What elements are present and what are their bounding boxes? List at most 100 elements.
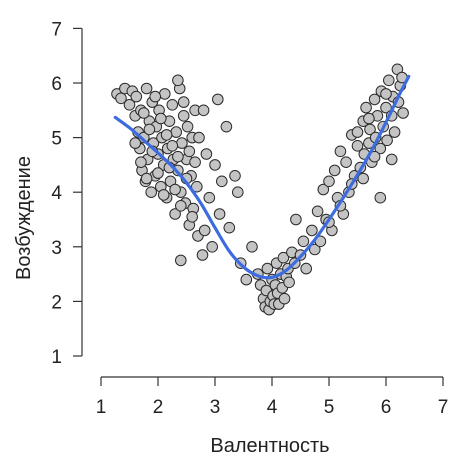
data-point: [175, 254, 187, 267]
data-point: [351, 126, 364, 138]
data-point: [166, 99, 179, 111]
y-tick-label: 3: [51, 238, 62, 259]
data-point: [149, 90, 161, 103]
data-point: [213, 208, 226, 220]
data-point: [198, 224, 211, 237]
data-point: [115, 92, 127, 105]
y-tick-label: 7: [51, 19, 62, 40]
x-tick-label: 3: [210, 397, 221, 418]
data-point: [374, 142, 387, 155]
y-tick-label: 1: [51, 347, 62, 368]
trend-line: [113, 74, 411, 280]
data-point: [380, 88, 392, 100]
x-axis-ticks: 1 2 3 4 5 6 7: [96, 377, 449, 418]
y-tick-label: 2: [51, 292, 62, 313]
data-point: [328, 164, 341, 177]
data-point: [172, 74, 184, 87]
data-point: [381, 134, 393, 147]
data-point: [306, 224, 318, 237]
data-point: [191, 180, 203, 193]
data-point: [160, 129, 173, 141]
data-point: [388, 126, 401, 138]
data-point: [311, 205, 324, 218]
data-point: [374, 191, 387, 204]
data-point: [152, 167, 164, 179]
data-point: [155, 112, 167, 125]
data-point: [196, 249, 209, 261]
y-axis-title: Возбуждение: [13, 156, 35, 280]
data-point: [297, 235, 310, 248]
data-point: [380, 101, 392, 114]
data-point: [140, 172, 153, 185]
x-tick-label: 6: [381, 397, 392, 418]
x-axis-title: Валентность: [210, 435, 329, 457]
x-tick-label: 7: [438, 397, 449, 418]
data-point: [135, 156, 147, 168]
data-point: [212, 93, 224, 106]
data-point: [157, 189, 170, 201]
data-point: [363, 112, 375, 125]
data-point: [206, 241, 218, 253]
data-point: [172, 150, 184, 163]
data-points: [111, 63, 409, 316]
x-tick-label: 5: [324, 397, 335, 418]
data-point: [397, 107, 409, 119]
data-point: [175, 200, 187, 212]
y-tick-label: 4: [51, 183, 62, 204]
data-point: [129, 137, 141, 149]
data-point: [340, 156, 352, 168]
data-point: [145, 186, 157, 198]
data-point: [278, 292, 291, 305]
data-point: [383, 74, 395, 87]
data-point: [169, 208, 181, 220]
data-point: [177, 96, 190, 108]
data-point: [200, 148, 213, 160]
data-point: [351, 140, 364, 152]
data-point: [123, 99, 136, 111]
data-point: [209, 159, 221, 171]
data-point: [277, 251, 290, 264]
y-tick-label: 6: [51, 74, 62, 95]
data-point: [181, 120, 194, 133]
data-point: [203, 191, 216, 204]
data-point: [130, 90, 143, 103]
data-point: [240, 273, 253, 286]
data-point: [189, 156, 201, 168]
data-point: [246, 241, 258, 253]
data-point: [176, 137, 188, 149]
data-point: [360, 101, 372, 114]
y-tick-label: 5: [51, 129, 62, 150]
data-point: [290, 213, 302, 226]
data-point: [334, 145, 347, 158]
data-point: [261, 262, 274, 275]
data-point: [216, 175, 228, 188]
data-point: [183, 145, 196, 158]
axes: 1 2 3 4 5 6 7 1 2 3 4 5 6 7: [51, 19, 448, 418]
data-point: [385, 153, 398, 166]
data-point: [177, 110, 190, 122]
data-point: [220, 120, 233, 133]
x-tick-label: 1: [96, 397, 107, 418]
data-point: [197, 104, 210, 117]
y-axis-ticks: 1 2 3 4 5 6 7: [51, 19, 82, 368]
data-point: [186, 211, 198, 223]
data-point: [232, 186, 244, 198]
data-point: [229, 170, 241, 182]
data-point: [300, 262, 313, 275]
data-point: [317, 183, 330, 196]
data-point: [170, 126, 182, 138]
data-point: [323, 175, 335, 188]
x-tick-label: 2: [153, 397, 164, 418]
data-point: [223, 221, 236, 234]
data-point: [309, 243, 321, 256]
data-point: [140, 82, 153, 95]
x-tick-label: 4: [267, 397, 278, 418]
data-point: [193, 131, 205, 144]
data-point: [169, 183, 181, 196]
data-point: [357, 172, 370, 185]
data-point: [368, 93, 381, 106]
data-point: [283, 276, 295, 289]
data-point: [143, 123, 156, 136]
data-point: [159, 88, 171, 100]
